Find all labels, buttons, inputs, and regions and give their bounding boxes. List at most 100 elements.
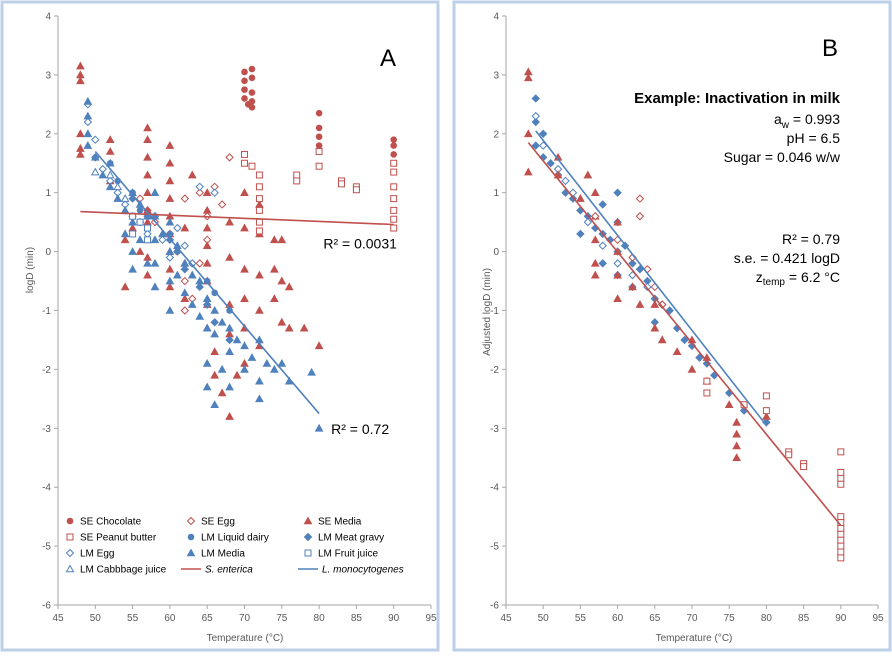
panel-a-y-tick-label: -5: [42, 542, 51, 553]
panel-a-point-se-peanut-butter: [390, 215, 398, 223]
panel-a-point-lm-media: [195, 311, 205, 320]
panel-a-point-se-peanut-butter: [390, 195, 398, 203]
panel-b-trendline-s-enterica: [527, 142, 842, 526]
panel-a-point-se-media: [76, 61, 85, 70]
panel-a-point-se-media: [76, 129, 85, 138]
panel-b-point-se-peanut-butter: [800, 463, 808, 471]
panel-a-annotations: R² = 0.0031 R² = 0.72: [323, 236, 397, 438]
panel-a-series-se-chocolate: [241, 65, 398, 158]
legend-marker-swatch: [66, 533, 74, 541]
panel-b-point-se-peanut-butter: [837, 448, 845, 456]
panel-a-point-lm-media: [210, 305, 220, 314]
panel-a-point-lm-media: [98, 170, 108, 179]
panel-a-point-lm-media: [210, 400, 220, 409]
panel-a-point-se-media: [180, 294, 190, 303]
panel-b-point-se: [523, 73, 533, 82]
panel-a-point-se-chocolate: [241, 95, 248, 102]
panel-b-point-se: [657, 335, 667, 344]
panel-a-x-tick-label: 45: [52, 613, 64, 624]
panel-a-point-se-media: [143, 123, 152, 132]
panel-a-point-se-media: [217, 388, 227, 397]
panel-b-y-tick-label: -4: [490, 483, 499, 494]
panel-a-point-se-media: [240, 264, 249, 273]
panel-b-x-tick-label: 45: [500, 613, 512, 624]
panel-b-y-tick-label: 3: [493, 70, 499, 81]
panel-a-point-lm-egg: [91, 135, 100, 144]
panel-a-y-tick-label: -4: [42, 483, 51, 494]
panel-a-point-lm-media: [202, 358, 212, 367]
panel-a-marks: [76, 61, 398, 432]
legend-label: LM Egg: [80, 549, 114, 560]
panel-b-point-lm: [598, 259, 607, 268]
panel-a: 45 50 55 60 65 70 75 80 85 90 95-6-5-4-3-2-101234 …: [0, 0, 440, 652]
panel-a-point-lm-egg: [210, 188, 219, 197]
panel-b-point-se-peanut-butter: [837, 480, 845, 488]
panel-a-point-se-chocolate: [241, 77, 248, 85]
panel-a-point-se-media: [165, 176, 175, 185]
example-aw-sub: w: [781, 120, 790, 131]
panel-a-y-tick-label: 3: [45, 70, 51, 81]
stats-z-value: = 6.2 °C: [785, 269, 840, 285]
panel-b-y-tick-label: 0: [493, 247, 499, 258]
panel-a-series-se-peanut-butter: [241, 147, 398, 235]
panel-b-x-tick-label: 55: [575, 613, 587, 624]
panel-a-legend: SE Chocolate SE Egg SE Media SE Peanut butt…: [65, 516, 404, 576]
panel-a-point-se-media: [187, 170, 197, 179]
panel-a-axes: 45 50 55 60 65 70 75 80 85 90 95 -6 -5 -4 -3 -2 -1 0 1 2 3 4: [42, 12, 437, 625]
panel-b-point-se-peanut-butter: [837, 542, 845, 550]
panel-a-point-se-media: [135, 247, 145, 255]
panel-a-point-se-egg: [180, 276, 190, 286]
panel-a-point-se-media: [232, 370, 242, 379]
panel-a-point-se-peanut-butter: [315, 162, 323, 170]
panel-a-y-tick-label: -2: [42, 365, 51, 376]
panel-a-point-lm-media: [135, 235, 145, 244]
panel-a-point-se-peanut-butter: [255, 183, 263, 191]
panel-a-point-se-media: [202, 188, 212, 196]
legend-item-lm-cabbbage-juice: LM Cabbbage juice: [65, 564, 167, 576]
panel-a-point-se-media: [277, 276, 287, 285]
panel-a-y-tick-label: 1: [45, 188, 51, 199]
panel-a-point-lm-media: [314, 423, 324, 432]
legend-item-se-egg: SE Egg: [186, 517, 235, 528]
panel-a-point-se-peanut-butter: [315, 147, 323, 155]
panel-b-y-tick-label: 1: [493, 188, 499, 199]
panel-a-x-tick-label: 70: [239, 613, 251, 624]
panel-a-point-se-media: [143, 270, 152, 279]
panel-b-label: B: [822, 35, 838, 62]
panel-a-point-se-egg: [180, 194, 190, 203]
panel-b-point-se-peanut-butter: [762, 407, 770, 415]
stats-z: ztemp = 6.2 °C: [756, 269, 840, 288]
panel-b-point-se: [650, 323, 660, 332]
panel-b-point-lm-egg: [531, 111, 540, 121]
panel-a-y-tick-label: 2: [45, 129, 51, 140]
panel-b-point-se: [732, 429, 741, 438]
panel-b-point-se-peanut-butter: [837, 530, 845, 538]
panel-a-point-se-egg: [217, 200, 227, 209]
panel-a-point-lm-media: [240, 341, 249, 350]
legend-item-s-enterica: S. enterica: [181, 565, 253, 576]
panel-a-point-lm-media: [150, 235, 160, 244]
legend-label: SE Egg: [201, 517, 235, 528]
panel-a-point-lm-egg: [165, 253, 175, 262]
panel-a-point-lm-meat-gravy: [195, 282, 204, 292]
panel-b-y-tick-label: -6: [490, 601, 499, 612]
stats-z-prefix: z: [756, 269, 763, 285]
panel-a-point-lm-media: [269, 364, 279, 373]
panel-a-point-lm-egg: [158, 235, 167, 245]
panel-a-y-tick-label: 0: [45, 247, 51, 258]
panel-a-point-lm-media: [165, 247, 175, 255]
panel-a-x-tick-label: 50: [90, 613, 102, 624]
panel-a-point-se-media: [210, 347, 220, 356]
panel-a-point-lm-fruit-juice: [144, 224, 151, 232]
panel-a-ylabel: logD (min): [25, 247, 36, 293]
panel-a-point-lm-media: [247, 353, 257, 361]
panel-a-point-se-media: [202, 223, 212, 232]
panel-a-xlabel: Temperature (°C): [207, 633, 284, 644]
legend-item-l-monocytogenes: L. monocytogenes: [298, 565, 404, 576]
panel-a-point-lm-media: [262, 358, 272, 367]
panel-a-point-lm-media: [202, 323, 212, 332]
panel-a-point-lm-media: [128, 264, 137, 273]
panel-b-point-se-peanut-butter: [837, 536, 845, 544]
example-aw: aw = 0.993: [774, 111, 840, 131]
panel-b-point-se: [732, 441, 741, 450]
